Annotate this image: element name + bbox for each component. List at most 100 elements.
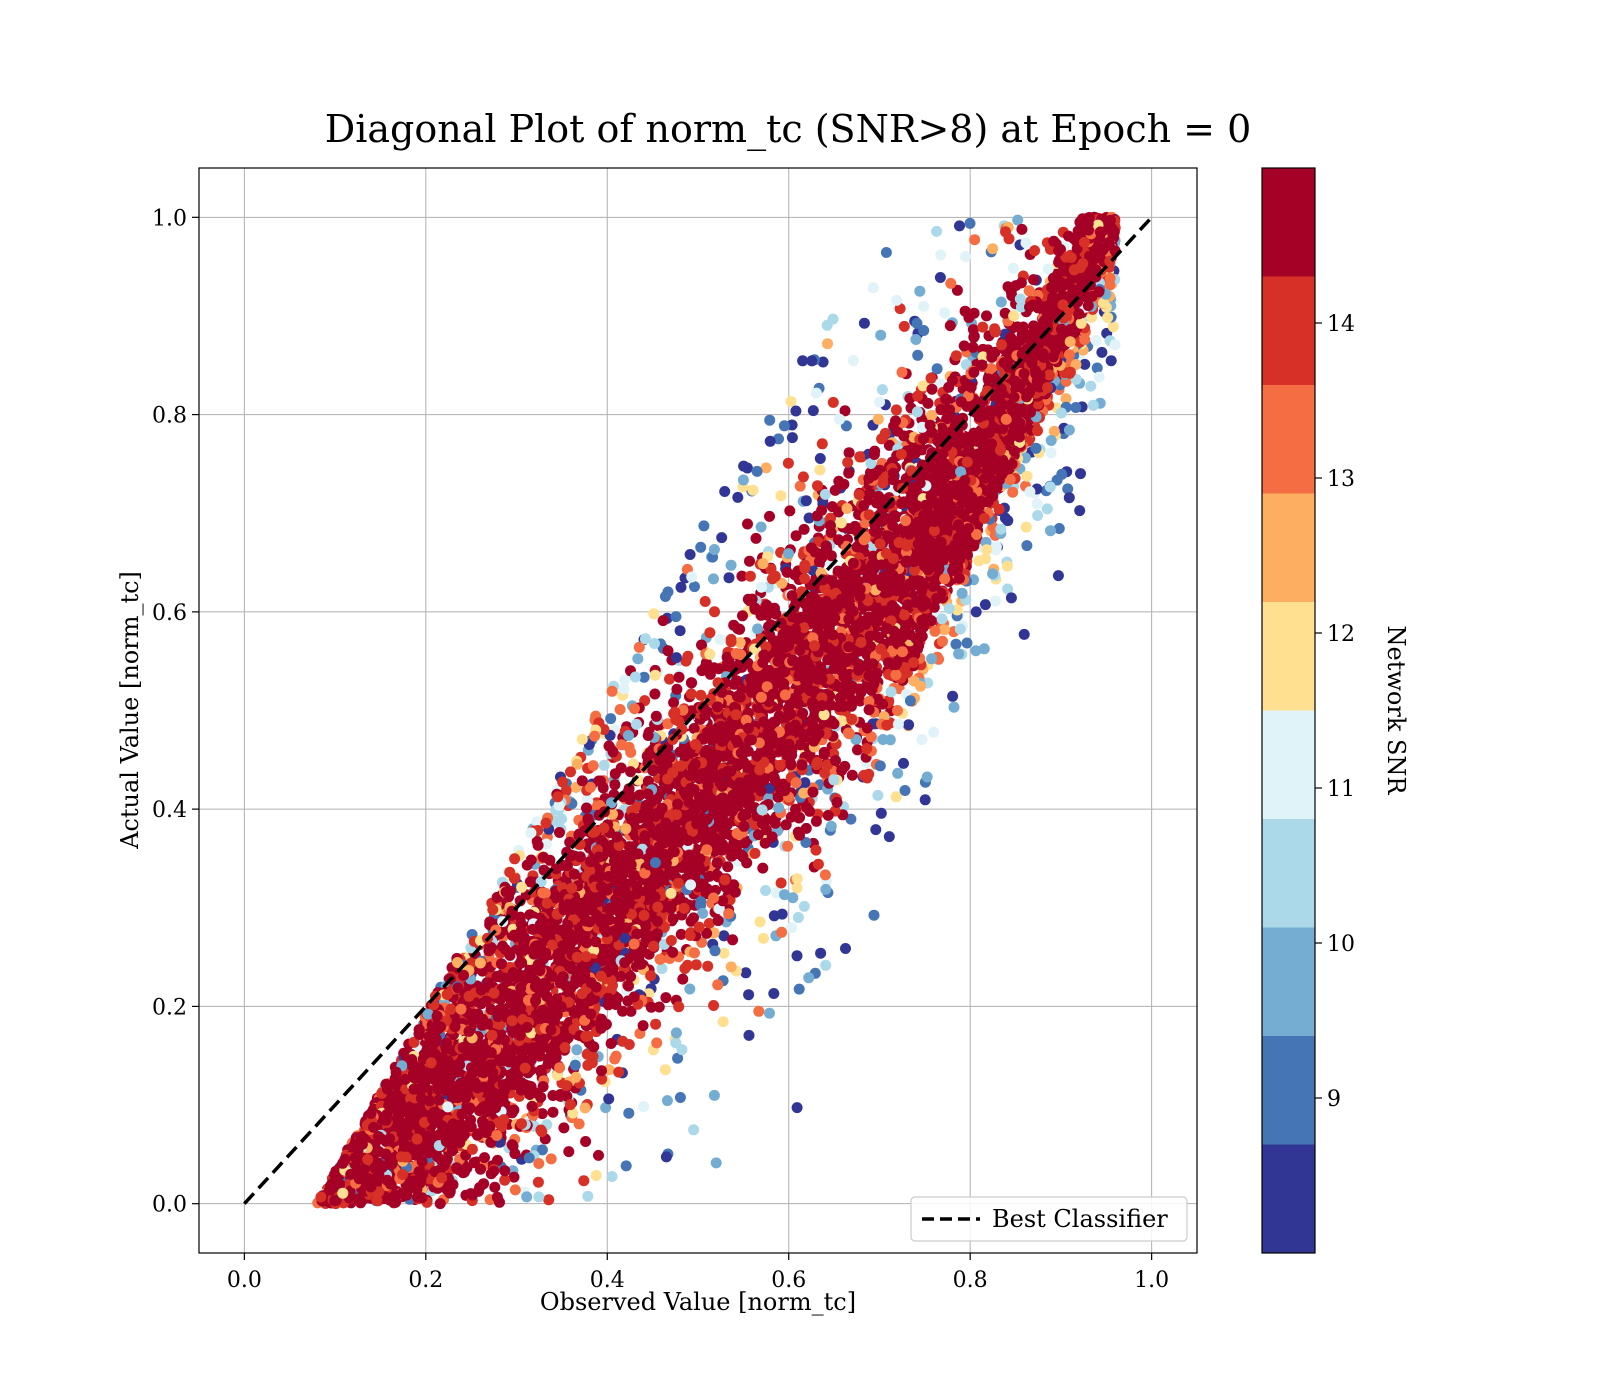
scatter-point <box>614 704 626 715</box>
scatter-point <box>1063 424 1075 436</box>
scatter-point <box>578 1175 590 1187</box>
scatter-point <box>870 824 882 836</box>
scatter-point <box>709 945 721 957</box>
scatter-point <box>1042 263 1054 275</box>
scatter-point <box>723 572 735 584</box>
scatter-point <box>775 877 787 889</box>
scatter-point <box>606 1171 618 1182</box>
scatter-point <box>954 220 965 232</box>
scatter-point <box>817 356 829 368</box>
scatter-point <box>910 334 922 345</box>
scatter-point <box>674 625 686 637</box>
scatter-point <box>773 433 784 445</box>
scatter-point <box>880 247 892 258</box>
scatter-point <box>934 272 946 283</box>
scatter-point <box>708 573 719 585</box>
scatter-point <box>743 1029 755 1041</box>
scatter-point <box>1020 237 1032 249</box>
scatter-point <box>775 490 787 502</box>
scatter-point <box>670 611 682 623</box>
scatter-point <box>565 766 576 778</box>
scatter-point <box>865 731 877 743</box>
scatter-point <box>725 559 737 571</box>
scatter-point <box>797 355 809 367</box>
scatter-point <box>782 840 794 852</box>
scatter-point <box>543 1194 555 1206</box>
scatter-point <box>737 474 749 486</box>
scatter-point <box>918 325 930 336</box>
scatter-point <box>790 405 802 417</box>
scatter-point <box>752 623 764 635</box>
scatter-point <box>810 387 822 399</box>
scatter-point <box>845 813 857 825</box>
scatter-point <box>1105 355 1117 367</box>
scatter-point <box>939 307 951 319</box>
scatter-point <box>571 1044 583 1056</box>
scatter-point <box>764 414 776 426</box>
scatter-point <box>868 909 880 921</box>
scatter-point <box>898 320 910 332</box>
scatter-point <box>630 718 642 730</box>
scatter-point <box>617 1005 629 1017</box>
scatter-point <box>820 883 832 895</box>
scatter-point <box>1045 447 1057 459</box>
scatter-point <box>1093 371 1105 383</box>
scatter-point <box>668 697 680 709</box>
scatter-point <box>689 581 700 593</box>
scatter-point <box>1087 399 1099 411</box>
scatter-point <box>708 1000 720 1011</box>
scatter-point <box>804 805 816 817</box>
scatter-point <box>643 948 655 960</box>
scatter-point <box>779 889 790 901</box>
scatter-point <box>867 282 879 294</box>
scatter-point <box>606 685 618 697</box>
scatter-point <box>995 523 1007 535</box>
scatter-point <box>509 1184 521 1196</box>
scatter-point <box>847 355 859 367</box>
scatter-point <box>671 683 683 695</box>
scatter-point <box>776 908 788 920</box>
scatter-point <box>1060 393 1072 405</box>
scatter-point <box>1021 540 1033 552</box>
scatter-point <box>820 959 832 971</box>
scatter-point <box>717 1016 729 1028</box>
scatter-point <box>760 462 772 474</box>
scatter-point <box>747 484 759 496</box>
scatter-point <box>764 1007 775 1019</box>
scatter-point <box>1096 346 1108 358</box>
scatter-point <box>1062 483 1074 495</box>
scatter-point <box>674 1092 686 1103</box>
scatter-point <box>598 759 610 771</box>
scatter-point <box>660 1151 672 1163</box>
scatter-point <box>874 760 886 772</box>
scatter-point <box>981 310 992 322</box>
scatter-point <box>990 595 1001 607</box>
scatter-point <box>953 648 965 660</box>
scatter-point <box>605 713 617 725</box>
scatter-point <box>846 769 858 781</box>
scatter-point <box>961 637 973 649</box>
scatter-point <box>798 787 810 799</box>
scatter-point <box>892 718 904 730</box>
scatter-point <box>760 885 771 896</box>
scatter-point <box>690 959 702 971</box>
scatter-point <box>786 432 798 444</box>
scatter-point <box>791 882 803 894</box>
scatter-point <box>648 608 660 620</box>
scatter-points <box>312 211 1121 1210</box>
scatter-point <box>883 831 895 843</box>
scatter-point <box>800 837 812 848</box>
scatter-point <box>617 1035 629 1047</box>
scatter-point <box>1109 339 1121 351</box>
scatter-point <box>840 943 851 954</box>
scatter-point <box>875 807 887 819</box>
scatter-point <box>620 1160 632 1172</box>
scatter-point <box>891 294 903 306</box>
scatter-point <box>875 329 887 341</box>
scatter-point <box>736 570 748 582</box>
scatter-point <box>785 396 797 408</box>
scatter-point <box>540 838 552 850</box>
scatter-point <box>688 1124 700 1136</box>
scatter-point <box>590 1170 602 1181</box>
